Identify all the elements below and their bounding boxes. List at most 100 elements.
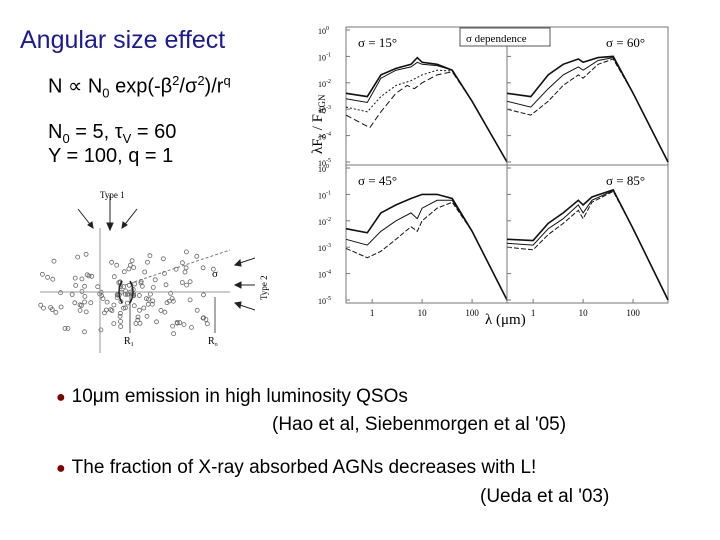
panel-label: σ = 45° xyxy=(358,173,397,188)
cloud xyxy=(183,265,189,271)
cloud xyxy=(204,321,210,327)
cloud xyxy=(173,266,179,272)
cloud xyxy=(150,298,156,304)
series-line xyxy=(345,201,508,301)
x-tick-label: 10 xyxy=(418,308,428,318)
y-tick-label: 10-5 xyxy=(318,296,331,306)
cloud xyxy=(73,283,79,288)
cloud xyxy=(141,305,147,311)
bullet-1: ● 10μm emission in high luminosity QSOs xyxy=(56,386,408,408)
cloud xyxy=(58,304,64,310)
series-line xyxy=(345,69,508,163)
cloud xyxy=(109,259,114,265)
sigma-label: σ xyxy=(212,268,218,280)
series-line xyxy=(506,55,669,163)
cloud xyxy=(95,284,101,290)
cloud xyxy=(38,302,44,308)
x-tick-label: 10 xyxy=(579,308,589,318)
cloud xyxy=(41,305,46,311)
cloud xyxy=(111,302,117,308)
series-line xyxy=(506,189,669,301)
cloud xyxy=(163,282,169,288)
cloud xyxy=(169,296,175,301)
cloud xyxy=(121,284,126,289)
cloud xyxy=(201,292,206,298)
param-sub: 0 xyxy=(62,131,70,146)
panel-frame xyxy=(506,164,669,304)
cloud xyxy=(158,308,164,313)
params-line-2: Y = 100, q = 1 xyxy=(48,145,174,167)
bullet-2: ● The fraction of X-ray absorbed AGNs dec… xyxy=(56,457,536,479)
x-axis-label: λ (μm) xyxy=(485,312,526,328)
cloud xyxy=(118,318,123,324)
cloud xyxy=(123,288,128,294)
type2-label: Type 2 xyxy=(259,275,269,300)
cloud xyxy=(102,310,107,316)
series-line xyxy=(345,193,508,301)
param-part: = 5, τ xyxy=(69,121,123,143)
y-tick-label: 100 xyxy=(318,164,329,174)
panel-label: σ = 15° xyxy=(358,35,397,50)
series-line xyxy=(506,190,669,301)
cloud xyxy=(79,276,85,282)
cloud xyxy=(79,303,84,308)
cloud xyxy=(170,323,176,329)
type1-label: Type 1 xyxy=(100,190,125,200)
cloud xyxy=(171,331,177,337)
cloud xyxy=(114,262,120,268)
series-line xyxy=(345,61,508,163)
arrows xyxy=(77,195,256,311)
ro-label: Ro xyxy=(208,336,218,348)
formula-sup: 2 xyxy=(172,73,180,88)
bullet-1-ref: (Hao et al, Siebenmorgen et al '05) xyxy=(272,414,567,435)
y-tick-label: 10-2 xyxy=(318,217,331,227)
cloud xyxy=(136,293,142,298)
cloud xyxy=(200,265,206,271)
slide-title: Angular size effect xyxy=(20,26,226,54)
cloud xyxy=(39,271,45,277)
panel-label: σ = 60° xyxy=(606,35,645,50)
cloud xyxy=(108,307,114,312)
series-line xyxy=(506,57,669,163)
cloud xyxy=(152,277,158,283)
cloud xyxy=(187,297,193,303)
bullet-text: 10μm emission in high luminosity QSOs xyxy=(71,386,408,407)
cloud xyxy=(53,310,59,315)
inner-edge-left xyxy=(118,280,123,304)
legend-title: σ dependence xyxy=(466,33,527,45)
cloud xyxy=(166,298,172,304)
cloud xyxy=(82,283,87,289)
cloud xyxy=(111,321,117,327)
cloud xyxy=(168,290,174,296)
cloud xyxy=(160,256,166,262)
cloud xyxy=(132,281,138,287)
cloud xyxy=(147,253,153,259)
cloud xyxy=(77,308,83,313)
cloud xyxy=(62,325,68,331)
cloud xyxy=(131,265,137,270)
y-tick-label: 10-1 xyxy=(318,52,331,62)
cloud xyxy=(154,319,159,325)
cloud xyxy=(131,303,137,309)
panel-label: σ = 85° xyxy=(606,173,645,188)
y-tick-label: 10-5 xyxy=(318,158,331,168)
cloud xyxy=(123,305,128,311)
cloud xyxy=(144,313,150,319)
cloud xyxy=(98,327,104,333)
series-line xyxy=(345,71,508,163)
cloud xyxy=(142,269,148,275)
cloud-group xyxy=(38,249,216,337)
cloud xyxy=(194,307,200,313)
cloud xyxy=(183,249,189,255)
formula-part: exp(-β xyxy=(109,75,173,98)
r1-label: R1 xyxy=(124,336,134,348)
inner-edge-right xyxy=(129,280,134,304)
cloud xyxy=(174,320,180,325)
cloud xyxy=(88,300,94,306)
cloud xyxy=(50,276,56,282)
cloud xyxy=(148,291,153,297)
bullet-text: The fraction of X-ray absorbed AGNs decr… xyxy=(71,457,537,478)
series-line xyxy=(506,58,669,163)
param-sub: V xyxy=(122,131,132,146)
cloud xyxy=(51,258,57,264)
